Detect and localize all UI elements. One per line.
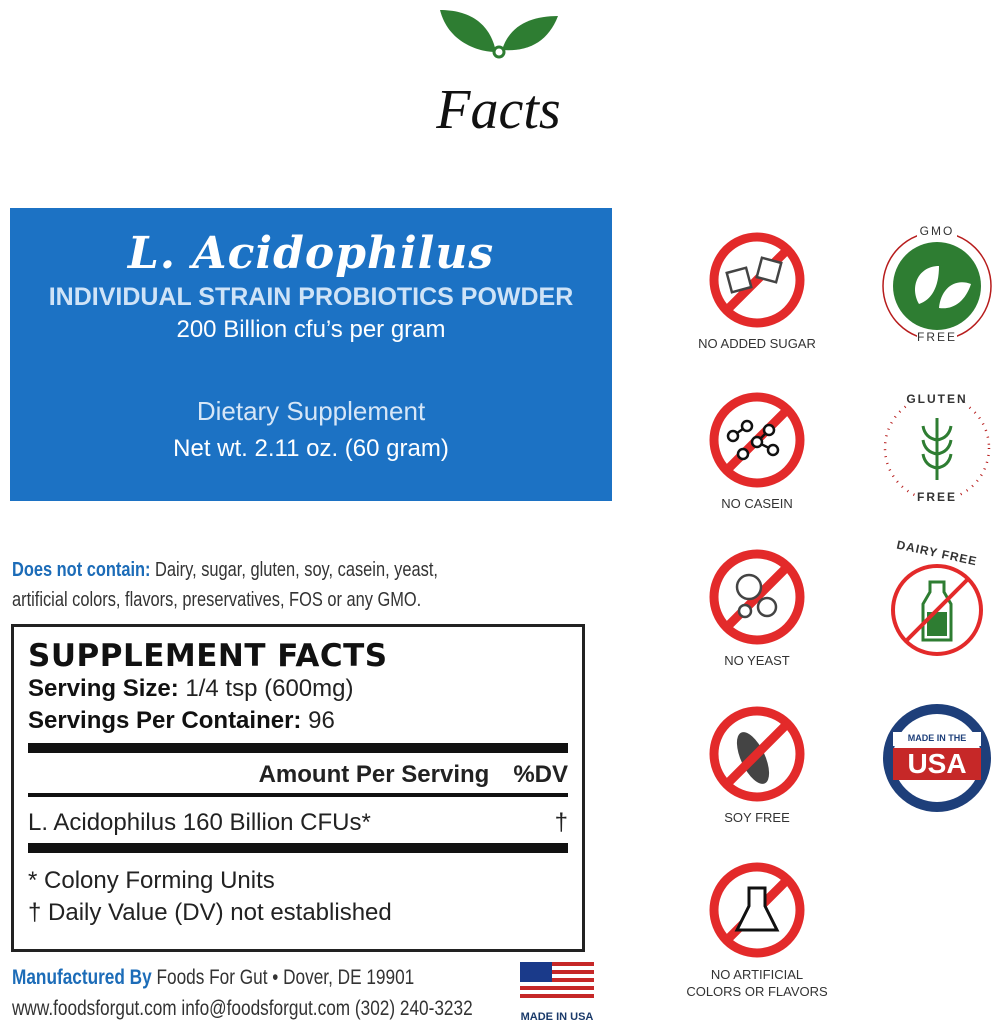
badge-label: NO ARTIFICIAL: [710, 967, 804, 982]
net-weight: Net wt. 2.11 oz. (60 gram): [173, 435, 449, 462]
mfg-label: Manufactured By: [12, 966, 152, 989]
molecule-icon: [709, 392, 805, 488]
footnote-cfu: * Colony Forming Units: [28, 867, 275, 894]
badge-no-added-sugar: NO ADDED SUGAR: [667, 230, 847, 351]
badge-label: COLORS OR FLAVORS: [686, 984, 828, 999]
made-in-usa-label: MADE IN USA: [520, 1011, 594, 1023]
mfg-contact: www.foodsforgut.com info@foodsforgut.com…: [12, 997, 473, 1020]
badge-gluten-free: GLUTEN FREE: [847, 390, 997, 506]
product-subtitle: INDIVIDUAL STRAIN PROBIOTICS POWDER: [48, 283, 574, 311]
serving-size-label: Serving Size:: [28, 675, 179, 702]
page-title: Facts: [436, 79, 561, 141]
leaves-icon: [882, 226, 992, 346]
sugar-cubes-icon: [709, 232, 805, 328]
leaf-logo-icon: [438, 2, 560, 69]
badge-soy-free: SOY FREE: [667, 704, 847, 825]
manufacturer-info: Manufactured By Foods For Gut • Dover, D…: [12, 962, 520, 1024]
badge-bottom-text: FREE: [916, 330, 957, 344]
servings-label: Servings Per Container:: [28, 707, 302, 734]
usa-seal-icon: [883, 704, 991, 812]
divider: [28, 743, 568, 753]
milk-bottle-icon: [891, 564, 983, 656]
footnote-dv: † Daily Value (DV) not established: [28, 899, 392, 926]
badge-top-text: MADE IN THE: [907, 733, 967, 743]
amount-header: Amount Per Serving: [258, 761, 490, 788]
product-type: Dietary Supplement: [196, 396, 426, 426]
badge-top-text: GLUTEN: [906, 392, 968, 406]
divider: [28, 793, 568, 797]
badge-bottom-text: USA: [907, 748, 967, 779]
ingredient-dv: †: [554, 809, 568, 836]
badge-label: SOY FREE: [724, 810, 790, 825]
badge-label: NO YEAST: [724, 653, 790, 668]
dnc-line1: Dairy, sugar, gluten, soy, casein, yeast…: [150, 559, 438, 581]
badge-label: NO CASEIN: [721, 496, 793, 511]
sf-title: SUPPLEMENT FACTS: [28, 638, 388, 674]
badge-bottom-text: FREE: [916, 490, 957, 504]
mfg-info: Foods For Gut • Dover, DE 19901: [151, 966, 415, 989]
badge-top-text: GMO: [919, 224, 955, 238]
divider: [28, 843, 568, 853]
badge-label: NO ADDED SUGAR: [698, 336, 816, 351]
badge-no-casein: NO CASEIN: [667, 390, 847, 511]
badge-made-in-usa: MADE IN THE USA: [847, 702, 997, 814]
dnc-line2: artificial colors, flavors, preservative…: [12, 589, 422, 611]
ingredient: L. Acidophilus 160 Billion CFUs*: [28, 809, 371, 836]
dv-header: %DV: [513, 761, 568, 788]
soybean-icon: [709, 706, 805, 802]
serving-size: 1/4 tsp (600mg): [178, 675, 354, 702]
supplement-facts-panel: SUPPLEMENT FACTS Serving Size: 1/4 tsp (…: [11, 624, 585, 952]
yeast-icon: [709, 549, 805, 645]
badge-no-yeast: NO YEAST: [667, 547, 847, 668]
servings: 96: [301, 707, 335, 734]
product-banner: L. Acidophilus INDIVIDUAL STRAIN PROBIOT…: [10, 208, 612, 501]
flask-icon: [709, 862, 805, 958]
product-potency: 200 Billion cfu’s per gram: [176, 316, 446, 343]
badge-gmo-free: GMO FREE: [847, 224, 997, 346]
badge-dairy-free: DAIRY FREE: [847, 538, 997, 660]
badge-no-artificial: NO ARTIFICIAL COLORS OR FLAVORS: [667, 860, 847, 1000]
wheat-icon: [883, 390, 991, 506]
product-name: L. Acidophilus: [127, 228, 495, 279]
dnc-label: Does not contain:: [12, 559, 151, 581]
usa-flag-icon: MADE IN USA: [520, 962, 594, 1023]
does-not-contain: Does not contain: Dairy, sugar, gluten, …: [12, 555, 570, 615]
